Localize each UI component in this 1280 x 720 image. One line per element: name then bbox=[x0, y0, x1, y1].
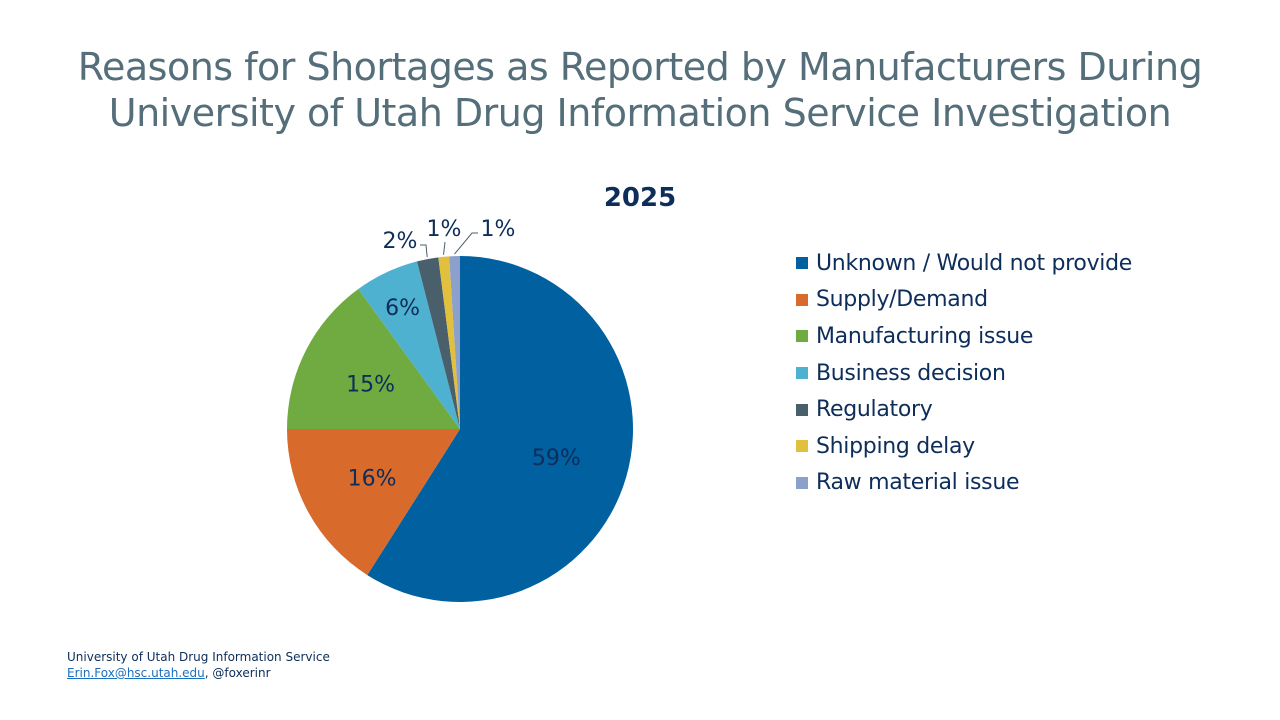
footer-handle: , @foxerinr bbox=[204, 666, 271, 680]
pie-slice-7 bbox=[449, 256, 460, 429]
pie-slice-2 bbox=[287, 429, 460, 576]
pie-slice-3 bbox=[287, 289, 460, 429]
legend-swatch bbox=[796, 440, 808, 453]
legend-item-4: Business decision bbox=[796, 355, 1132, 392]
pie-slice-4 bbox=[358, 261, 460, 429]
footer: University of Utah Drug Information Serv… bbox=[67, 649, 330, 681]
legend-swatch bbox=[796, 330, 808, 343]
legend-label: Shipping delay bbox=[816, 433, 975, 459]
leader-line-7 bbox=[454, 232, 478, 255]
data-label-7: 1% bbox=[481, 217, 516, 242]
legend-swatch bbox=[796, 293, 808, 306]
legend-label: Business decision bbox=[816, 360, 1006, 386]
pie-slice-5 bbox=[416, 257, 460, 429]
legend-swatch bbox=[796, 476, 808, 489]
slide-title: Reasons for Shortages as Reported by Man… bbox=[0, 44, 1280, 136]
chart-title: 2025 bbox=[604, 183, 676, 213]
data-label-1: 59% bbox=[532, 446, 581, 471]
title-line-1: Reasons for Shortages as Reported by Man… bbox=[77, 45, 1203, 89]
legend-item-1: Unknown / Would not provide bbox=[796, 245, 1132, 282]
legend-item-5: Regulatory bbox=[796, 391, 1132, 428]
data-label-6: 1% bbox=[427, 217, 462, 242]
legend-swatch bbox=[796, 367, 808, 380]
legend-swatch bbox=[796, 403, 808, 416]
footer-email-link[interactable]: Erin.Fox@hsc.utah.edu bbox=[67, 666, 205, 680]
legend-label: Manufacturing issue bbox=[816, 323, 1034, 349]
chart-legend: Unknown / Would not provide Supply/Demand… bbox=[796, 245, 1132, 501]
legend-item-7: Raw material issue bbox=[796, 465, 1132, 502]
title-line-2: University of Utah Drug Information Serv… bbox=[108, 91, 1172, 135]
pie-slice-6 bbox=[438, 256, 460, 429]
leader-line-6 bbox=[443, 241, 446, 255]
legend-swatch bbox=[796, 257, 808, 270]
legend-label: Unknown / Would not provide bbox=[816, 250, 1133, 276]
legend-label: Raw material issue bbox=[816, 470, 1020, 496]
legend-item-3: Manufacturing issue bbox=[796, 318, 1132, 355]
data-label-5: 2% bbox=[383, 229, 418, 254]
legend-item-2: Supply/Demand bbox=[796, 282, 1132, 319]
footer-org: University of Utah Drug Information Serv… bbox=[67, 650, 330, 664]
pie-slice-1 bbox=[367, 256, 633, 602]
legend-label: Regulatory bbox=[816, 397, 933, 423]
leader-line-5 bbox=[420, 244, 428, 258]
data-label-3: 15% bbox=[346, 372, 395, 397]
data-label-4: 6% bbox=[385, 296, 420, 321]
data-label-2: 16% bbox=[348, 466, 397, 491]
legend-label: Supply/Demand bbox=[816, 287, 988, 313]
legend-item-6: Shipping delay bbox=[796, 428, 1132, 465]
